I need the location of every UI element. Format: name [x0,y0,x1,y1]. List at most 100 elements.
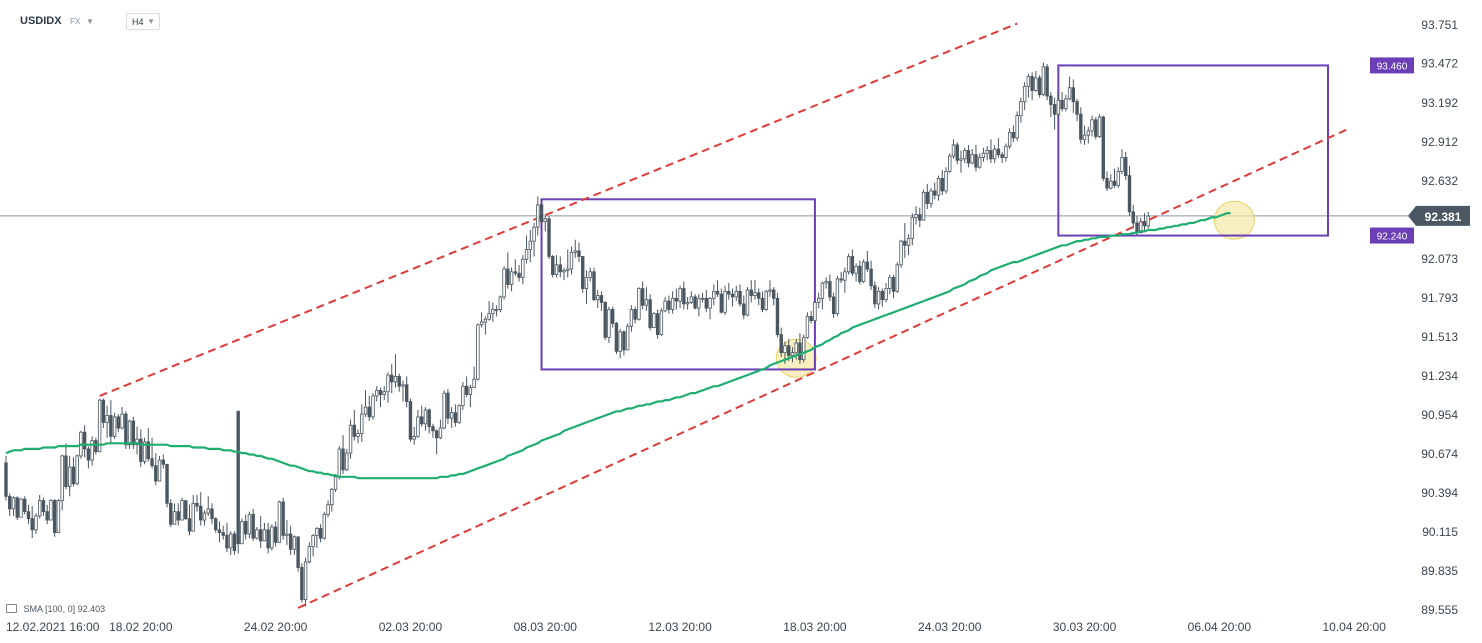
candle-body [1101,116,1105,179]
chart-header: USDIDX FX ▼ H4 ▼ [0,0,1482,40]
candle-body [914,214,918,218]
candle-body [176,511,180,521]
candle-body [730,293,735,298]
candle-body [375,389,379,397]
range-boxes[interactable] [540,64,1329,371]
candle-body [453,412,458,423]
candle-body [562,270,566,273]
candle-body [393,376,398,383]
candle-body [603,302,607,338]
candle-body [390,374,394,383]
y-tick-label: 92.073 [1421,252,1458,266]
candle-body [124,413,128,446]
eye-icon[interactable] [6,604,17,613]
candle-body [15,497,19,518]
candle-body [195,502,199,507]
candle-body [985,150,989,154]
candle-body [1109,180,1113,189]
candle-body [933,190,937,196]
candle-body [105,415,109,423]
y-tick-label: 93.192 [1421,96,1458,110]
y-tick-label: 90.954 [1421,408,1458,422]
x-tick-label: 10.04 20:00 [1322,620,1386,634]
candle-body [161,459,165,465]
candle-body [300,567,304,600]
candle-body [202,512,207,521]
candle-body [1127,175,1132,213]
candle-body [326,504,330,515]
candle-body [1007,131,1012,147]
y-tick-label: 92.632 [1421,174,1458,188]
candle-body [685,302,690,305]
candle-body [966,150,971,164]
candle-body [831,296,836,315]
candle-body [1086,130,1091,136]
timeframe-select[interactable]: H4 ▼ [126,13,160,30]
timeframe-value: H4 [132,17,144,27]
candle-body [236,410,240,545]
candle-body [633,309,637,320]
trend-channel[interactable] [99,22,1348,609]
candle-body [760,297,765,310]
candle-body [663,300,667,312]
candle-body [1146,215,1150,227]
candle-body [843,271,847,281]
x-tick-label: 30.03 20:00 [1053,620,1117,634]
candle-body [255,529,259,539]
candle-body [906,237,911,246]
candle-body [682,288,686,305]
candle-body [745,289,750,316]
candle-body [30,518,34,531]
candle-body [618,331,622,352]
candle-body [996,148,1001,156]
candle-body [311,534,315,547]
candle-body [712,290,716,299]
candle-body [1067,87,1072,100]
candle-body [738,290,742,305]
candle-body [273,526,278,543]
candle-body [382,391,386,395]
candle-body [506,268,510,285]
y-tick-label: 89.555 [1421,603,1458,617]
y-tick-label: 91.513 [1421,330,1458,344]
candle-body [412,435,416,440]
box-level-label: 93.460 [1377,61,1408,72]
candle-body [67,466,72,487]
candle-body [483,318,488,323]
chevron-down-icon[interactable]: ▼ [86,17,94,26]
candle-body [543,218,547,223]
candle-body [700,297,705,300]
candle-body [318,528,323,539]
candle-body [974,154,978,168]
candle-body [494,309,499,311]
indicator-legend[interactable]: SMA [100, 0] 92.403 [6,604,105,614]
candle-body [659,310,664,335]
candle-body [539,204,544,223]
candle-body [217,529,222,534]
candle-body [464,385,469,395]
candle-body [1071,87,1076,103]
candle-body [1022,85,1027,103]
candle-body [109,415,113,437]
indicator-value: 92.403 [77,604,106,614]
candle-body [438,427,443,439]
candle-body [476,324,480,380]
candle-body [981,152,986,158]
candle-body [285,533,289,536]
range-box [540,198,816,371]
candle-body [154,465,158,482]
channel-line [297,128,1348,609]
candle-body [963,150,967,160]
candle-body [1034,77,1038,91]
candle-body [337,448,342,478]
candle-body [363,406,368,415]
candle-body [210,508,214,520]
symbol-label[interactable]: USDIDX [20,15,62,27]
candle-body [26,511,31,520]
candle-body [850,256,855,274]
candle-body [434,430,439,439]
candle-body [431,426,435,432]
candle-body [888,276,892,289]
candle-body [614,323,619,352]
